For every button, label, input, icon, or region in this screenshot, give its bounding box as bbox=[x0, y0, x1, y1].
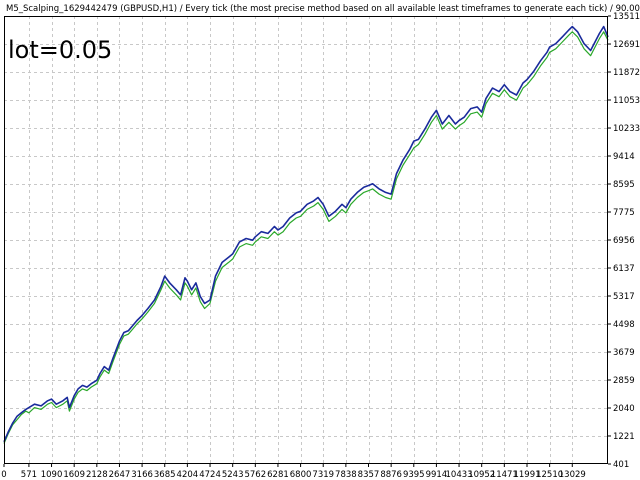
grid-layer bbox=[4, 16, 608, 464]
series-line-equity bbox=[3, 31, 609, 444]
x-tick-label: 5243 bbox=[222, 470, 244, 480]
y-tick-label: 401 bbox=[613, 460, 629, 470]
x-tick-label: 8357 bbox=[358, 470, 380, 480]
y-tick-label: 9414 bbox=[613, 152, 635, 162]
x-tick-label: 571 bbox=[21, 470, 37, 480]
x-tick-label: 10952 bbox=[468, 470, 495, 480]
y-tick-label: 4498 bbox=[613, 320, 635, 330]
x-tick-label: 0 bbox=[1, 470, 6, 480]
x-tick-label: 5762 bbox=[244, 470, 266, 480]
x-tick-label: 6281 bbox=[267, 470, 289, 480]
x-tick-label: 8876 bbox=[380, 470, 402, 480]
y-tick-label: 11872 bbox=[613, 68, 640, 78]
y-tick-label: 2859 bbox=[613, 376, 635, 386]
x-tick-label: 1609 bbox=[63, 470, 85, 480]
x-tick-label: 11471 bbox=[491, 470, 518, 480]
x-tick-label: 10433 bbox=[446, 470, 473, 480]
tick-layer: 0 571 1090 1609 2128 2647 3166 3685 4204 4724 5243… bbox=[1, 12, 640, 480]
y-tick-label: 3679 bbox=[613, 348, 635, 358]
y-tick-label: 6137 bbox=[613, 264, 635, 274]
x-tick-label: 2647 bbox=[109, 470, 131, 480]
x-tick-label: 12510 bbox=[536, 470, 563, 480]
y-tick-label: 10233 bbox=[613, 124, 640, 134]
x-tick-label: 7319 bbox=[312, 470, 334, 480]
y-tick-label: 11053 bbox=[613, 96, 640, 106]
series-line-balance bbox=[3, 25, 609, 443]
lot-label: lot=0.05 bbox=[8, 36, 112, 64]
axis-layer bbox=[4, 16, 608, 464]
plot-frame bbox=[4, 16, 608, 464]
x-tick-label: 11991 bbox=[513, 470, 540, 480]
series-layer bbox=[3, 25, 609, 444]
y-tick-label: 2040 bbox=[613, 404, 635, 414]
x-tick-label: 7838 bbox=[335, 470, 357, 480]
x-tick-label: 3166 bbox=[131, 470, 153, 480]
x-tick-label: 6800 bbox=[290, 470, 312, 480]
x-tick-label: 3685 bbox=[154, 470, 176, 480]
y-tick-label: 12691 bbox=[613, 40, 640, 50]
y-tick-label: 5317 bbox=[613, 292, 635, 302]
chart-header: M5_Scalping_1629442479 (GBPUSD,H1) / Eve… bbox=[6, 4, 640, 14]
y-tick-label: 6956 bbox=[613, 236, 635, 246]
y-tick-label: 13511 bbox=[613, 12, 640, 22]
x-tick-label: 4204 bbox=[177, 470, 199, 480]
x-tick-label: 9914 bbox=[426, 470, 448, 480]
x-tick-label: 4724 bbox=[199, 470, 221, 480]
x-tick-label: 13029 bbox=[559, 470, 586, 480]
x-tick-label: 9395 bbox=[403, 470, 425, 480]
y-tick-label: 1221 bbox=[613, 432, 635, 442]
x-tick-label: 2128 bbox=[86, 470, 108, 480]
y-tick-label: 8595 bbox=[613, 180, 635, 190]
y-tick-label: 7775 bbox=[613, 208, 635, 218]
x-tick-label: 1090 bbox=[41, 470, 63, 480]
